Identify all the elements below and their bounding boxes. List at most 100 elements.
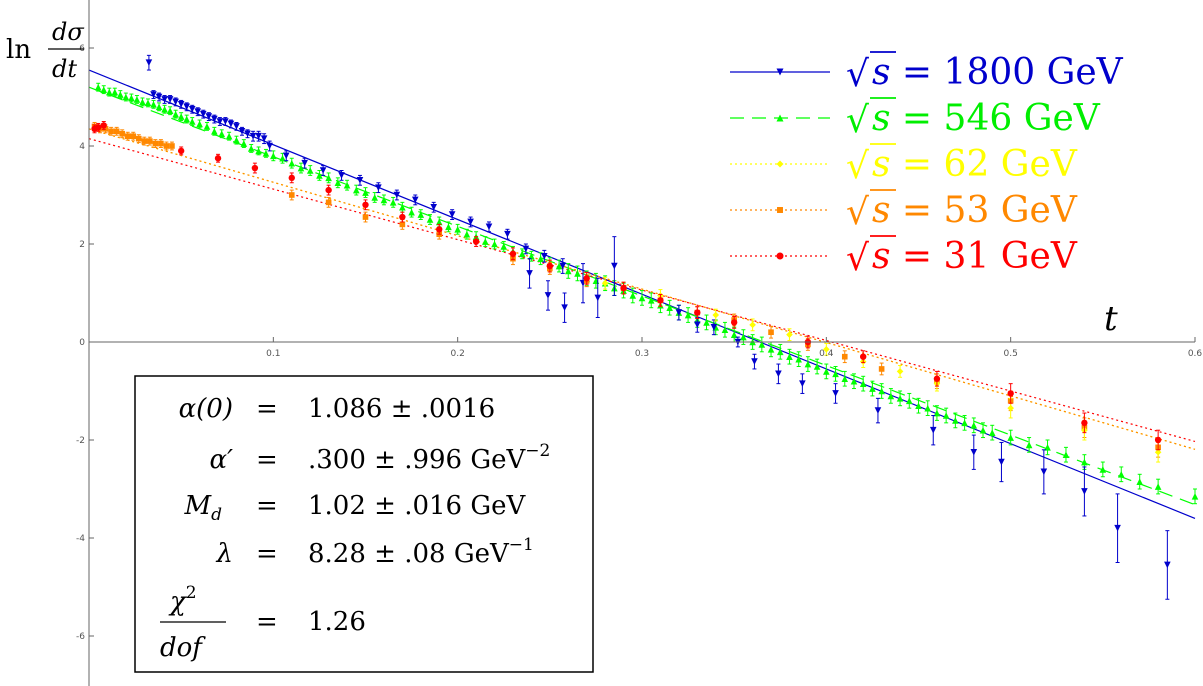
y-axis-label: ln dσ dt bbox=[6, 18, 84, 83]
data-point bbox=[105, 88, 113, 96]
data-point bbox=[95, 124, 102, 131]
data-point bbox=[758, 341, 766, 348]
data-point bbox=[933, 409, 941, 417]
data-point bbox=[233, 123, 240, 130]
data-point bbox=[288, 159, 296, 167]
y-tick-label: 0 bbox=[79, 338, 85, 348]
data-point bbox=[730, 319, 738, 326]
data-point bbox=[979, 426, 987, 434]
x-tick-label: 0.2 bbox=[451, 349, 465, 359]
data-point bbox=[393, 191, 401, 199]
data-point bbox=[841, 375, 849, 383]
data-point bbox=[155, 93, 163, 101]
data-point bbox=[694, 321, 701, 329]
data-point bbox=[933, 375, 941, 382]
data-point bbox=[1044, 444, 1051, 451]
data-point bbox=[188, 105, 196, 113]
data-point bbox=[541, 252, 548, 260]
data-point bbox=[594, 294, 602, 302]
data-point bbox=[813, 363, 821, 370]
data-point bbox=[710, 324, 718, 331]
param-lambda-label: λ bbox=[216, 539, 233, 569]
data-point bbox=[799, 380, 806, 387]
legend-label: s = 53 GeV bbox=[872, 190, 1078, 231]
y-tick-label: -4 bbox=[76, 534, 85, 544]
data-point bbox=[878, 387, 885, 395]
data-point bbox=[306, 167, 314, 174]
param-alphaprime-label: α′ bbox=[210, 445, 234, 475]
param-alpha0-eq: = bbox=[256, 394, 278, 424]
legend-label: s = 31 GeV bbox=[872, 236, 1078, 277]
data-point bbox=[371, 194, 379, 201]
data-point bbox=[1117, 471, 1125, 478]
data-point bbox=[161, 105, 168, 113]
data-point bbox=[169, 143, 175, 149]
data-point bbox=[1081, 419, 1088, 427]
data-point bbox=[124, 133, 131, 140]
data-point bbox=[240, 140, 248, 147]
data-point bbox=[183, 115, 190, 123]
data-point bbox=[177, 147, 185, 155]
data-point bbox=[211, 128, 218, 135]
data-point bbox=[334, 179, 342, 187]
legend-sqrt-symbol: √ bbox=[846, 192, 869, 233]
series-1800-gev bbox=[145, 54, 1171, 600]
data-point bbox=[316, 172, 323, 179]
x-tick-label: 0.4 bbox=[819, 349, 834, 359]
data-point bbox=[166, 96, 174, 103]
y-tick-label: -2 bbox=[76, 436, 85, 446]
param-alphaprime-value: .300 ± .996 GeV−2 bbox=[308, 441, 550, 475]
data-point bbox=[887, 392, 895, 400]
param-md-label: Md bbox=[183, 491, 222, 525]
data-point bbox=[703, 319, 710, 326]
data-point bbox=[730, 331, 738, 338]
data-point bbox=[574, 270, 581, 277]
data-point bbox=[874, 407, 882, 414]
x-tick-label: 0.6 bbox=[1188, 349, 1203, 359]
legend-sqrt-symbol: √ bbox=[846, 238, 869, 279]
data-point bbox=[712, 311, 720, 319]
data-point bbox=[194, 108, 202, 115]
data-point bbox=[518, 250, 526, 258]
param-md-value: 1.02 ± .016 GeV bbox=[308, 491, 527, 521]
data-point bbox=[172, 98, 179, 106]
data-point bbox=[375, 184, 382, 191]
param-alpha0-label: α(0) bbox=[179, 394, 233, 424]
data-point bbox=[988, 429, 996, 436]
data-point bbox=[113, 128, 120, 135]
data-point bbox=[152, 140, 159, 147]
x-tick-label: 0.1 bbox=[266, 349, 280, 359]
data-point bbox=[199, 110, 207, 118]
data-point bbox=[147, 138, 153, 144]
data-point bbox=[216, 118, 224, 125]
x-tick-label: 0.3 bbox=[635, 349, 649, 359]
x-tick-label: 0.5 bbox=[1004, 349, 1018, 359]
legend-item: √ s = 31 GeV bbox=[730, 235, 1078, 279]
data-point bbox=[145, 59, 153, 66]
data-point bbox=[380, 196, 388, 204]
data-point bbox=[163, 143, 170, 149]
data-point bbox=[952, 417, 959, 424]
data-point bbox=[1154, 436, 1162, 444]
data-point bbox=[467, 218, 474, 226]
data-point bbox=[915, 402, 922, 409]
data-point bbox=[325, 199, 332, 206]
legend-sqrt-symbol: √ bbox=[846, 146, 869, 187]
legend-marker bbox=[777, 207, 783, 213]
y-tick-label: 2 bbox=[79, 240, 85, 250]
data-point bbox=[1081, 458, 1088, 466]
y-label-denominator: dt bbox=[52, 55, 77, 83]
data-point bbox=[343, 181, 351, 189]
data-point bbox=[188, 118, 196, 125]
data-point bbox=[767, 346, 775, 353]
data-point bbox=[795, 355, 802, 363]
data-point bbox=[850, 377, 858, 385]
data-point bbox=[620, 284, 627, 292]
data-point bbox=[546, 262, 554, 270]
data-point bbox=[841, 353, 848, 360]
legend: √ s = 1800 GeV√ s = 546 GeV√ s = 62 GeV√ s =… bbox=[730, 51, 1124, 279]
data-point bbox=[776, 348, 784, 356]
param-chi2-eq: = bbox=[256, 607, 278, 637]
